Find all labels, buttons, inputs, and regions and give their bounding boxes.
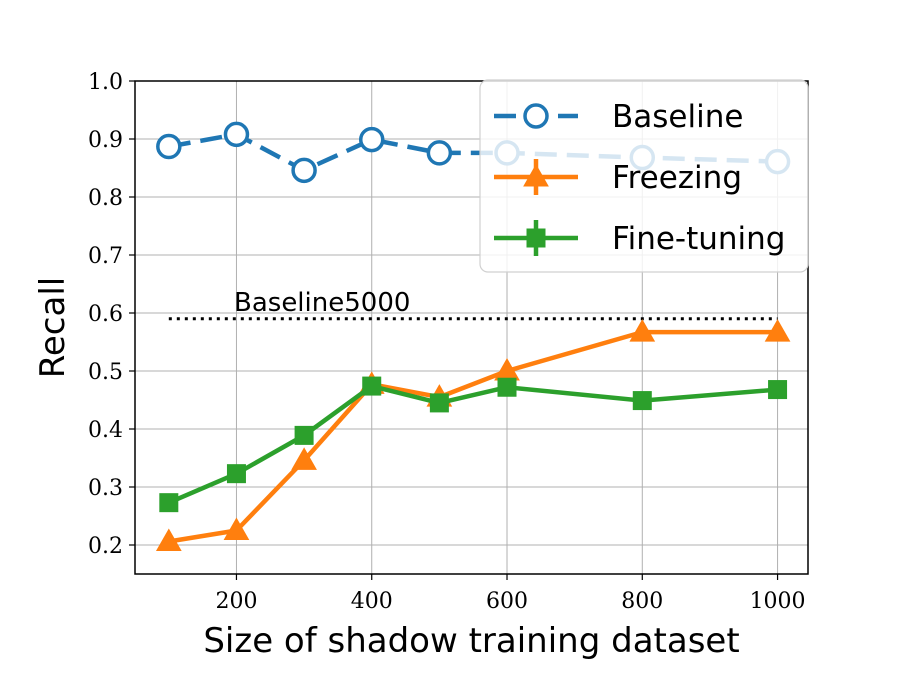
y-tick-label: 0.7 — [88, 244, 123, 269]
x-tick-label: 200 — [215, 589, 257, 614]
data-point-fine-tuning — [768, 380, 788, 400]
data-point-fine-tuning — [429, 393, 449, 413]
series-freezing — [155, 319, 791, 552]
y-tick-label: 0.4 — [88, 418, 123, 443]
legend-entry-fine-tuning: Fine-tuning — [494, 220, 785, 257]
y-tick-label: 0.8 — [88, 186, 123, 211]
data-point-baseline — [358, 126, 385, 153]
data-point-baseline — [223, 121, 250, 148]
series-line-freezing — [168, 329, 778, 544]
plot-frame — [134, 80, 809, 575]
y-tick-label: 0.2 — [88, 534, 123, 559]
y-tick-label: 0.6 — [88, 302, 123, 327]
data-point-baseline — [291, 157, 317, 184]
series-line-fine-tuning — [167, 383, 778, 505]
data-point-freezing — [629, 319, 656, 342]
x-tick-label: 800 — [621, 589, 663, 614]
data-point-freezing — [291, 447, 317, 470]
axis-ticks: 200 400 600 800 1000 0.2 0.3 0.4 0.5 0.6 0.7 0.8 0.9… — [88, 70, 806, 614]
reference-line-label: Baseline5000 — [234, 288, 410, 318]
legend: Baseline Freezing Fine-tuning — [479, 79, 809, 273]
legend-marker-freezing — [523, 163, 549, 187]
y-tick-label: 0.3 — [88, 476, 123, 501]
legend-marker-baseline — [523, 103, 549, 129]
legend-box — [479, 79, 809, 273]
data-point-baseline — [426, 140, 453, 166]
data-point-fine-tuning — [294, 425, 314, 445]
data-point-fine-tuning — [362, 376, 382, 396]
legend-marker-fine-tuning — [526, 228, 546, 248]
x-tick-label: 400 — [351, 589, 393, 614]
y-tick-label: 0.9 — [88, 128, 123, 153]
legend-entry-baseline: Baseline — [494, 99, 743, 135]
legend-entry-freezing: Freezing — [494, 159, 742, 196]
data-point-fine-tuning — [159, 493, 179, 513]
data-point-fine-tuning — [226, 464, 246, 484]
x-axis-label: Size of shadow training dataset — [203, 621, 739, 661]
y-tick-label: 0.5 — [88, 360, 123, 385]
reference-line-group: Baseline5000 — [168, 288, 778, 321]
x-tick-label: 1000 — [750, 589, 806, 614]
data-point-freezing — [155, 528, 182, 552]
y-tick-label: 1.0 — [88, 70, 123, 95]
data-point-freezing — [223, 517, 250, 540]
y-axis-label: Recall — [33, 277, 73, 378]
data-point-baseline — [156, 133, 182, 160]
data-point-fine-tuning — [497, 377, 517, 397]
legend-label-baseline: Baseline — [612, 99, 743, 135]
series-fine-tuning — [159, 376, 788, 513]
x-tick-label: 600 — [486, 589, 528, 614]
data-point-freezing — [764, 319, 791, 342]
data-point-fine-tuning — [632, 391, 652, 411]
legend-label-freezing: Freezing — [612, 160, 742, 196]
legend-label-fine-tuning: Fine-tuning — [612, 221, 785, 257]
